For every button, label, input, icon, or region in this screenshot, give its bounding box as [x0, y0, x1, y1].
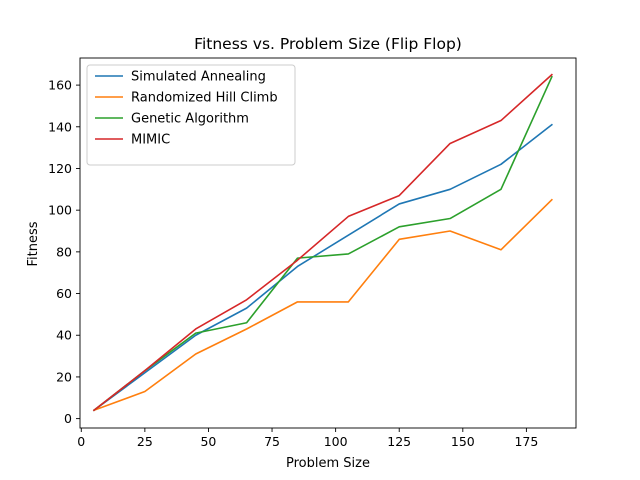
x-tick-label-0: 0 — [77, 434, 85, 449]
legend-label-3: MIMIC — [131, 133, 170, 148]
legend-label-0: Simulated Annealing — [131, 70, 266, 85]
legend-label-2: Genetic Algorithm — [131, 112, 249, 127]
y-tick-label-6: 120 — [48, 161, 72, 176]
series-line-0 — [92, 123, 553, 412]
y-tick-label-5: 100 — [48, 203, 72, 218]
x-tick-label-5: 125 — [387, 434, 411, 449]
axes: 0 25 50 75 100 125 150 175 0 20 40 60 80 100 120 140 160 — [48, 57, 577, 449]
x-tick-label-6: 150 — [451, 434, 475, 449]
legend-box — [86, 64, 296, 166]
x-tick-label-1: 25 — [137, 434, 153, 449]
series-line-2 — [92, 75, 553, 412]
legend-label-1: Randomized Hill Climb — [131, 91, 278, 106]
y-tick-label-0: 0 — [64, 411, 72, 426]
x-tick-label-3: 75 — [264, 434, 280, 449]
x-tick-label-2: 50 — [200, 434, 216, 449]
plot-area — [92, 73, 553, 412]
y-tick-label-8: 160 — [48, 78, 72, 93]
x-tick-label-7: 175 — [514, 434, 538, 449]
x-axis-title: Problem Size — [286, 456, 370, 471]
chart-title: Fitness vs. Problem Size (Flip Flop) — [194, 35, 462, 53]
y-tick-label-1: 20 — [56, 369, 72, 384]
series-line-3 — [92, 73, 553, 412]
y-tick-label-7: 140 — [48, 119, 72, 134]
plot-frame — [79, 57, 577, 429]
series-line-1 — [92, 198, 553, 412]
y-tick-label-2: 40 — [56, 328, 72, 343]
y-axis-title: Fitness — [26, 221, 41, 266]
x-tick-label-4: 100 — [324, 434, 348, 449]
y-tick-label-4: 80 — [56, 244, 72, 259]
y-tick-label-3: 60 — [56, 286, 72, 301]
legend: Simulated Annealing Randomized Hill Climb… — [86, 64, 296, 166]
